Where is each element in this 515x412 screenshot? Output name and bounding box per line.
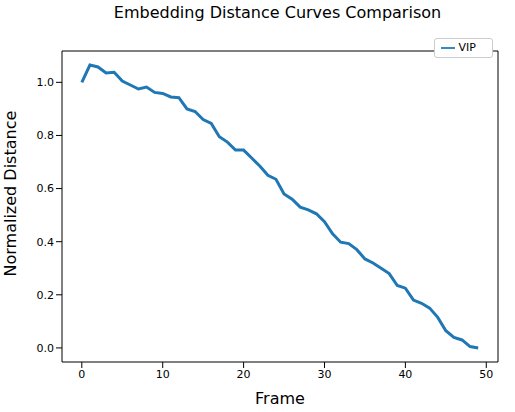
svg-text:0: 0 [78,368,85,381]
svg-text:Normalized Distance: Normalized Distance [1,111,20,277]
svg-text:50: 50 [479,368,493,381]
svg-text:0.6: 0.6 [37,182,55,195]
svg-text:0.2: 0.2 [37,289,55,302]
svg-text:0.8: 0.8 [37,129,55,142]
svg-text:0.0: 0.0 [37,342,55,355]
svg-text:20: 20 [237,368,251,381]
svg-text:0.4: 0.4 [37,236,55,249]
svg-text:30: 30 [317,368,331,381]
svg-text:10: 10 [156,368,170,381]
svg-text:Frame: Frame [255,389,305,408]
html-text:VIP: VIP [458,41,476,54]
svg-text:1.0: 1.0 [37,76,55,89]
svg-text:40: 40 [398,368,412,381]
html-text:Embedding Distance Curves Comp: Embedding Distance Curves Comparison [113,3,442,22]
